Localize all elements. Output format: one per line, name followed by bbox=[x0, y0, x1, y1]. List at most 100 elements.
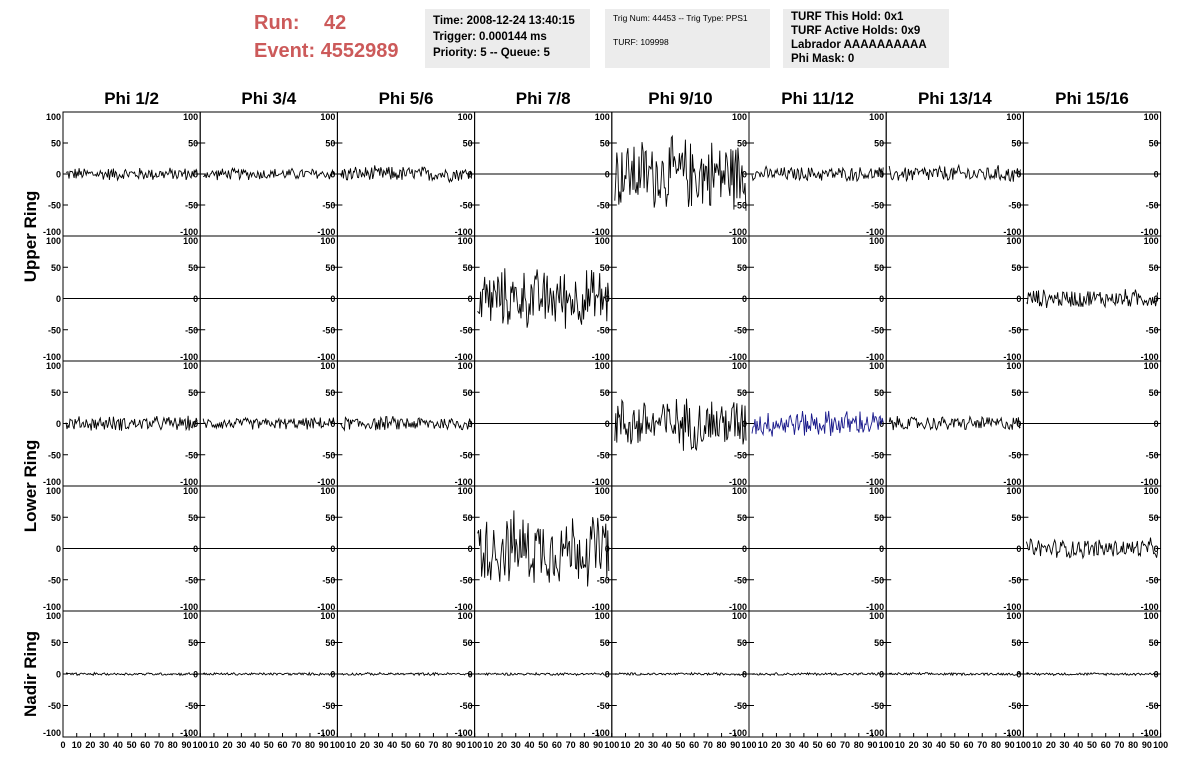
y-tick-label: -50 bbox=[322, 325, 335, 335]
event-value: 4552989 bbox=[320, 40, 399, 62]
waveform-trace bbox=[614, 398, 747, 452]
y-tick-label: 50 bbox=[1149, 638, 1159, 648]
y-tick-label: 100 bbox=[46, 361, 61, 371]
y-tick-label: 50 bbox=[463, 638, 473, 648]
turf-info-box: TURF This Hold: 0x1 TURF Active Holds: 0… bbox=[783, 9, 949, 68]
y-tick-label: 50 bbox=[1149, 513, 1159, 523]
waveform-trace bbox=[65, 167, 198, 182]
y-tick-label: 100 bbox=[46, 611, 61, 621]
waveform-trace bbox=[1026, 672, 1158, 677]
y-tick-label: -100 bbox=[43, 477, 61, 487]
y-tick-label: 100 bbox=[1144, 486, 1159, 496]
y-tick-label: 50 bbox=[600, 513, 610, 523]
y-tick-label: 50 bbox=[188, 388, 198, 398]
y-tick-label: 100 bbox=[1144, 361, 1159, 371]
y-tick-label: 50 bbox=[1149, 139, 1159, 149]
y-tick-label: 50 bbox=[737, 388, 747, 398]
trigger-info-box: Trig Num: 44453 -- Trig Type: PPS1 TURF:… bbox=[605, 9, 770, 68]
x-tick-label: 30 bbox=[511, 740, 521, 750]
y-tick-label: 50 bbox=[1011, 139, 1021, 149]
y-tick-label: -100 bbox=[866, 602, 884, 612]
x-tick-label: 70 bbox=[840, 740, 850, 750]
y-tick-label: -100 bbox=[729, 227, 747, 237]
column-header: Phi 9/10 bbox=[648, 89, 712, 108]
y-tick-label: 100 bbox=[732, 361, 747, 371]
x-tick-label: 50 bbox=[950, 740, 960, 750]
x-tick-label: 30 bbox=[99, 740, 109, 750]
x-tick-label: 20 bbox=[771, 740, 781, 750]
y-tick-label: -100 bbox=[1141, 477, 1159, 487]
y-tick-label: 100 bbox=[458, 112, 473, 122]
y-tick-label: 100 bbox=[1006, 486, 1021, 496]
y-tick-label: 50 bbox=[1011, 263, 1021, 273]
x-tick-label: 40 bbox=[524, 740, 534, 750]
y-tick-label: -50 bbox=[322, 701, 335, 711]
y-tick-label: 100 bbox=[595, 236, 610, 246]
waveform-trace bbox=[65, 415, 198, 432]
y-tick-label: -50 bbox=[322, 450, 335, 460]
y-tick-label: -50 bbox=[871, 450, 884, 460]
y-tick-label: 100 bbox=[595, 486, 610, 496]
y-tick-label: -100 bbox=[43, 352, 61, 362]
y-tick-label: 0 bbox=[605, 419, 610, 429]
y-tick-label: 100 bbox=[869, 611, 884, 621]
y-tick-label: -50 bbox=[48, 701, 61, 711]
y-tick-label: -100 bbox=[180, 227, 198, 237]
y-tick-label: -100 bbox=[317, 352, 335, 362]
x-tick-label: 60 bbox=[964, 740, 974, 750]
y-tick-label: 0 bbox=[742, 544, 747, 554]
x-tick-label: 70 bbox=[977, 740, 987, 750]
y-tick-label: 0 bbox=[1016, 670, 1021, 680]
x-tick-label: 60 bbox=[278, 740, 288, 750]
run-event-block: Run: 42 Event: 4552989 bbox=[254, 9, 399, 65]
turf-hold-text: TURF This Hold: 0x1 bbox=[791, 11, 904, 23]
y-tick-label: 0 bbox=[605, 670, 610, 680]
waveform-trace bbox=[66, 671, 198, 677]
y-tick-label: 50 bbox=[463, 513, 473, 523]
column-header: Phi 5/6 bbox=[379, 89, 434, 108]
x-tick-label: 30 bbox=[374, 740, 384, 750]
waveform-trace bbox=[340, 671, 472, 677]
x-tick-label: 80 bbox=[579, 740, 589, 750]
y-tick-label: -100 bbox=[180, 602, 198, 612]
run-value: 42 bbox=[324, 12, 347, 34]
y-tick-label: -100 bbox=[317, 227, 335, 237]
trigger-text: Trigger: 0.000144 ms bbox=[433, 31, 547, 43]
y-tick-label: -100 bbox=[317, 728, 335, 738]
y-tick-label: -100 bbox=[729, 477, 747, 487]
y-tick-label: 50 bbox=[874, 638, 884, 648]
y-tick-label: -50 bbox=[597, 450, 610, 460]
y-tick-label: 50 bbox=[325, 638, 335, 648]
x-tick-label: 30 bbox=[236, 740, 246, 750]
y-tick-label: 0 bbox=[330, 170, 335, 180]
y-tick-label: 100 bbox=[458, 486, 473, 496]
y-tick-label: -50 bbox=[871, 325, 884, 335]
x-tick-label: 90 bbox=[1005, 740, 1015, 750]
y-tick-label: 50 bbox=[463, 139, 473, 149]
y-tick-label: -50 bbox=[48, 325, 61, 335]
y-tick-label: 0 bbox=[56, 170, 61, 180]
y-tick-label: 50 bbox=[463, 388, 473, 398]
y-tick-label: -100 bbox=[1141, 227, 1159, 237]
y-tick-label: -100 bbox=[455, 602, 473, 612]
y-tick-label: 0 bbox=[56, 294, 61, 304]
y-tick-label: 50 bbox=[737, 513, 747, 523]
x-tick-label: 10 bbox=[758, 740, 768, 750]
waveform-trace bbox=[614, 671, 747, 677]
y-tick-label: 0 bbox=[56, 544, 61, 554]
x-tick-label: 30 bbox=[922, 740, 932, 750]
y-tick-label: -100 bbox=[866, 477, 884, 487]
y-tick-label: -50 bbox=[1008, 325, 1021, 335]
y-tick-label: 100 bbox=[1144, 611, 1159, 621]
x-tick-label: 100 bbox=[1016, 740, 1031, 750]
y-tick-label: 100 bbox=[732, 611, 747, 621]
x-tick-label: 60 bbox=[415, 740, 425, 750]
run-label: Run: bbox=[254, 12, 300, 34]
y-tick-label: 100 bbox=[320, 112, 335, 122]
x-tick-label: 60 bbox=[140, 740, 150, 750]
y-tick-label: 50 bbox=[51, 388, 61, 398]
x-tick-label: 50 bbox=[538, 740, 548, 750]
waveform-trace bbox=[477, 268, 610, 329]
waveform-trace bbox=[751, 671, 884, 677]
y-tick-label: -100 bbox=[1141, 602, 1159, 612]
